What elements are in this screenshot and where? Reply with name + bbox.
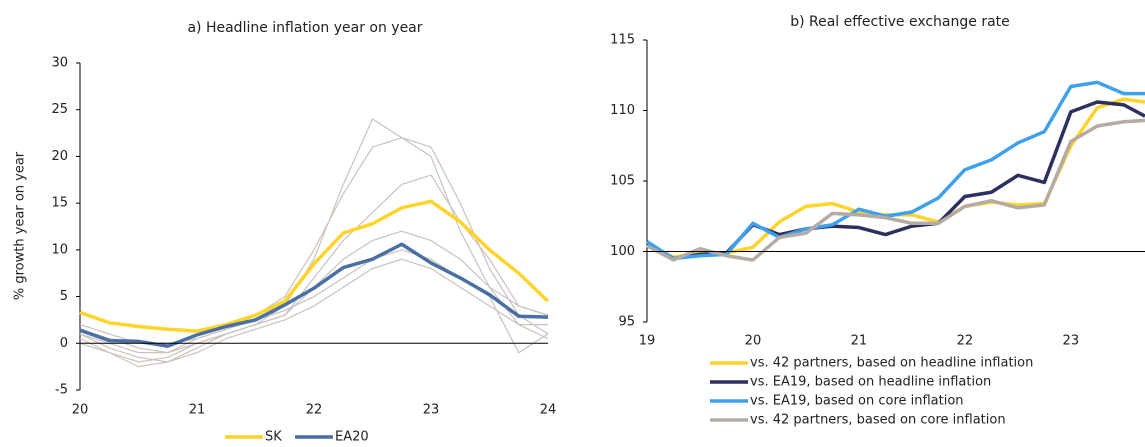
x-tick-label: 24 [540, 403, 557, 418]
x-tick-label: 19 [639, 334, 656, 349]
x-tick-label: 23 [423, 403, 440, 418]
x-tick-label: 22 [957, 334, 974, 349]
line-series [646, 100, 1145, 261]
legend-label: vs. EA19, based on headline inflation [750, 375, 991, 390]
y-tick-label: 20 [51, 149, 68, 164]
legend-label: EA20 [335, 430, 369, 445]
x-tick-label: 21 [189, 403, 206, 418]
x-tick-label: 20 [72, 403, 89, 418]
y-tick-label: 115 [610, 33, 635, 48]
y-tick-label: 30 [51, 56, 68, 71]
line-series [79, 242, 549, 348]
line-series [79, 174, 549, 363]
y-tick-label: 0 [60, 336, 68, 351]
y-tick-label: 25 [51, 102, 68, 117]
y-tick-label: 100 [610, 244, 635, 259]
chart-title: b) Real effective exchange rate [790, 14, 1010, 30]
y-axis-label: % growth year on year [13, 151, 28, 300]
x-tick-label: 23 [1063, 334, 1080, 349]
y-tick-label: -5 [55, 383, 68, 398]
line-series [646, 80, 1145, 261]
x-tick-label: 20 [745, 334, 762, 349]
line-series [79, 199, 550, 333]
line-series [79, 118, 549, 354]
legend-label: vs. 42 partners, based on core inflation [750, 413, 1006, 428]
y-tick-label: 10 [51, 242, 68, 257]
x-tick-label: 21 [851, 334, 868, 349]
y-tick-label: 110 [610, 103, 635, 118]
y-tick-label: 95 [618, 315, 635, 330]
x-tick-label: 22 [306, 403, 323, 418]
legend-label: SK [265, 430, 282, 445]
y-tick-label: 15 [51, 196, 68, 211]
y-tick-label: 105 [610, 174, 635, 189]
line-series [79, 258, 549, 368]
chart-title: a) Headline inflation year on year [187, 20, 422, 36]
line-series [646, 97, 1145, 259]
line-series [646, 118, 1145, 262]
legend-label: vs. 42 partners, based on headline infla… [750, 356, 1033, 371]
legend-label: vs. EA19, based on core inflation [750, 394, 964, 409]
y-tick-label: 5 [60, 289, 68, 304]
